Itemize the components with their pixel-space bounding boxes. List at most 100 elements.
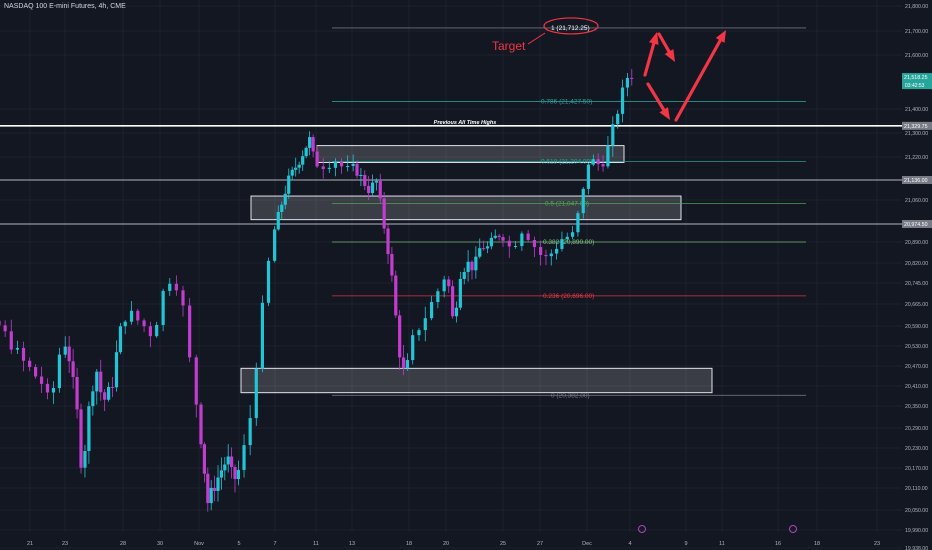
candle-body <box>213 487 217 491</box>
ath-label: Previous All Time Highs <box>434 120 497 126</box>
candle-body <box>28 360 32 368</box>
candle-body <box>51 388 56 393</box>
x-tick-label: 18 <box>814 541 820 547</box>
candle-body <box>75 376 79 410</box>
candle-body <box>390 254 394 276</box>
candle-body <box>174 283 178 291</box>
candle-body <box>346 165 350 167</box>
fib-label: 1 (21,712.25) <box>551 25 590 32</box>
candle-body <box>355 163 359 176</box>
y-tick-label: 21,700.00 <box>905 29 928 35</box>
candle-body <box>142 320 146 327</box>
price-badge-label: 21,329.75 <box>904 124 928 130</box>
arrow-up-1-shaft <box>643 41 656 77</box>
candle-body <box>168 283 172 291</box>
x-axis[interactable]: 21 23 28 30 Nov 5 7 11 13 18 20 25 27 Dec 4 9 11 16 18 23 <box>27 525 880 548</box>
arrow-down-1-head <box>664 49 675 62</box>
candle-body <box>87 406 91 452</box>
y-tick-label: 21,400.00 <box>905 107 928 113</box>
candle-body <box>470 261 474 271</box>
candle-body <box>451 286 455 317</box>
candle-body <box>199 404 203 445</box>
candle-body <box>462 272 466 279</box>
candle-body <box>359 174 363 176</box>
candle-body <box>301 156 305 165</box>
candle-body <box>311 137 315 152</box>
candle-body <box>565 236 569 240</box>
candle-body <box>161 290 165 325</box>
candle-body <box>333 161 338 168</box>
candle-body <box>363 174 367 186</box>
candle-body <box>549 253 553 257</box>
candle-body <box>230 456 234 468</box>
candle-body <box>586 164 591 189</box>
candle-body <box>297 164 301 168</box>
zone-box <box>240 367 713 394</box>
candle-body <box>308 137 312 148</box>
y-tick-label: 19,938.00 <box>905 546 928 550</box>
candle-body <box>401 357 406 369</box>
candle-body <box>321 166 325 170</box>
candle-body <box>67 346 71 362</box>
y-tick-label: 20,170.00 <box>905 466 928 472</box>
candle-body <box>254 368 258 419</box>
y-tick-label: 21,220.00 <box>905 155 928 161</box>
candle-body <box>591 159 595 165</box>
y-tick-label: 21,300.00 <box>905 131 928 137</box>
candle-body <box>620 87 625 114</box>
candle-body <box>339 161 344 167</box>
x-tick-label: 11 <box>719 541 725 547</box>
candle-body <box>273 229 277 261</box>
grid <box>0 0 902 549</box>
candle-body <box>233 467 237 480</box>
fib-label: 0.382 (20,890.00) <box>543 239 594 246</box>
candle-body <box>601 164 605 167</box>
x-tick-label: 11 <box>313 541 319 547</box>
candle-body <box>287 175 291 194</box>
candle-body <box>276 211 280 230</box>
y-tick-label: 20,110.00 <box>905 486 928 492</box>
candle-body <box>266 260 271 303</box>
y-tick-label: 21,800.00 <box>905 4 928 10</box>
candle-body <box>83 451 87 468</box>
fib-label: 0.236 (20,696.00) <box>543 293 594 300</box>
annotations: Target <box>492 17 726 122</box>
candle-body <box>294 167 298 170</box>
y-axis[interactable]: 21,800.00 21,700.00 21,600.00 21,400.00 21,3… <box>902 0 932 550</box>
candle-body <box>248 418 252 446</box>
price-badge <box>902 220 932 228</box>
candle-body <box>63 346 67 355</box>
x-tick-label: 16 <box>775 541 781 547</box>
candle-body <box>223 464 227 471</box>
price-badge-label: 20,974.50 <box>904 222 928 228</box>
candle-body <box>370 182 375 194</box>
y-tick-label: 20,665.00 <box>905 302 928 308</box>
x-tick-label: 23 <box>874 541 880 547</box>
fib-label: 0.618 (21,204.00) <box>541 158 592 165</box>
arrow-up-2-head <box>715 30 726 43</box>
candle-body <box>474 256 478 271</box>
candle-body <box>95 371 99 392</box>
candle-body <box>280 204 284 212</box>
y-tick-label: 20,745.00 <box>905 281 928 287</box>
y-tick-label: 20,230.00 <box>905 446 928 452</box>
candle-body <box>378 180 382 199</box>
candle-body <box>21 347 26 361</box>
candle-body <box>386 228 390 255</box>
candle-body <box>544 254 548 257</box>
candle-body <box>351 163 355 166</box>
x-tick-label: 5 <box>237 541 240 547</box>
candle-body <box>394 275 398 316</box>
y-tick-label: 21,600.00 <box>905 53 928 59</box>
candle-body <box>382 198 386 229</box>
y-tick-label: 20,290.00 <box>905 426 928 432</box>
candle-body <box>9 331 13 350</box>
candle-body <box>485 246 490 249</box>
candle-body <box>493 235 497 238</box>
candle-body <box>107 386 111 400</box>
candle-body <box>114 352 119 388</box>
candle-body <box>367 185 371 194</box>
candle-body <box>327 167 331 170</box>
